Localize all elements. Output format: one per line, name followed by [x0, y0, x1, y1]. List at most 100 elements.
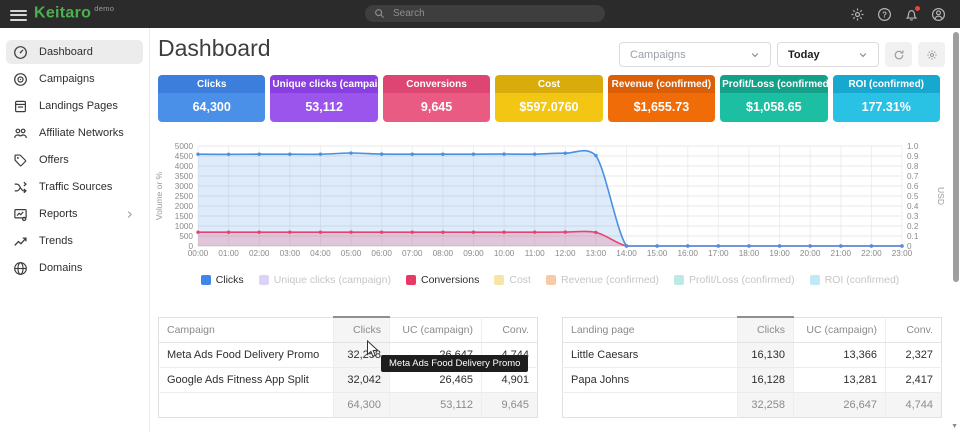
- row-name: Little Caesars: [563, 343, 738, 368]
- sidebar-item-trends[interactable]: Trends: [6, 229, 143, 253]
- tag-icon: [13, 153, 28, 168]
- stat-card-cost[interactable]: Cost$597.0760: [495, 75, 602, 122]
- svg-text:08:00: 08:00: [433, 249, 454, 258]
- svg-text:14:00: 14:00: [616, 249, 637, 258]
- account-icon[interactable]: [931, 7, 946, 22]
- report-icon: [13, 207, 28, 222]
- svg-text:15:00: 15:00: [647, 249, 668, 258]
- row-value: 13,366: [794, 343, 886, 368]
- svg-text:USD: USD: [936, 187, 946, 205]
- help-icon[interactable]: ?: [877, 7, 892, 22]
- svg-text:1.0: 1.0: [907, 142, 919, 151]
- scrollbar-down-arrow[interactable]: ▼: [951, 423, 958, 430]
- totals-row: 64,30053,1129,645: [159, 393, 538, 418]
- sidebar-item-landings-pages[interactable]: Landings Pages: [6, 94, 143, 118]
- traffic-chart: 0500100015002000250030003500400045005000…: [150, 136, 950, 264]
- svg-text:02:00: 02:00: [249, 249, 270, 258]
- stat-card-unique-clicks-campaign[interactable]: Unique clicks (campaign)53,112: [270, 75, 377, 122]
- legend-swatch: [494, 275, 504, 285]
- column-header-conv[interactable]: Conv.: [482, 317, 538, 343]
- sidebar-item-label: Reports: [39, 208, 78, 220]
- column-header-clicks[interactable]: Clicks: [334, 317, 390, 343]
- dashboard-settings-button[interactable]: [918, 42, 945, 67]
- svg-text:13:00: 13:00: [586, 249, 607, 258]
- svg-text:0.8: 0.8: [907, 162, 919, 171]
- svg-text:3500: 3500: [175, 172, 194, 181]
- svg-text:0.7: 0.7: [907, 172, 919, 181]
- total-value: [159, 393, 334, 418]
- legend-swatch: [406, 275, 416, 285]
- sidebar-item-label: Campaigns: [39, 73, 95, 85]
- column-header-uc-campaign[interactable]: UC (campaign): [390, 317, 482, 343]
- landing-pages-table: Landing pageClicksUC (campaign)Conv.Litt…: [562, 316, 942, 418]
- legend-item-roi-confirmed[interactable]: ROI (confirmed): [810, 274, 900, 286]
- keitaro-dashboard-screen: Keitarodemo ? Dashboard Campaigns Landings…: [0, 0, 960, 432]
- svg-text:?: ?: [882, 10, 887, 19]
- search-input[interactable]: [391, 7, 596, 20]
- row-value: 2,327: [886, 343, 942, 368]
- legend-item-conversions[interactable]: Conversions: [406, 274, 479, 286]
- scrollbar-thumb[interactable]: [953, 32, 959, 282]
- notifications-bell-icon[interactable]: [904, 7, 919, 22]
- table-row[interactable]: Little Caesars16,13013,3662,327: [563, 343, 942, 368]
- chevron-down-icon: [750, 50, 760, 60]
- legend-label: Clicks: [216, 274, 244, 286]
- stat-card-label: Conversions: [383, 75, 490, 93]
- svg-text:4000: 4000: [175, 162, 194, 171]
- date-range-select[interactable]: Today: [777, 42, 879, 67]
- svg-text:03:00: 03:00: [280, 249, 301, 258]
- stat-card-profit-loss-confirmed[interactable]: Profit/Loss (confirmed)$1,058.65: [720, 75, 827, 122]
- filter-controls: Campaigns Today: [619, 42, 945, 67]
- column-header-landing-page[interactable]: Landing page: [563, 317, 738, 343]
- total-value: 26,647: [794, 393, 886, 418]
- legend-item-unique-clicks-campaign[interactable]: Unique clicks (campaign): [259, 274, 391, 286]
- notification-dot: [915, 6, 920, 11]
- total-value: 53,112: [390, 393, 482, 418]
- svg-text:05:00: 05:00: [341, 249, 362, 258]
- legend-item-clicks[interactable]: Clicks: [201, 274, 244, 286]
- chevron-right-icon: [125, 210, 134, 219]
- sidebar-item-campaigns[interactable]: Campaigns: [6, 67, 143, 91]
- sidebar-item-domains[interactable]: Domains: [6, 256, 143, 280]
- sidebar-item-offers[interactable]: Offers: [6, 148, 143, 172]
- stat-card-roi-confirmed[interactable]: ROI (confirmed)177.31%: [833, 75, 940, 122]
- global-search[interactable]: [365, 5, 605, 22]
- sidebar-item-reports[interactable]: Reports: [6, 202, 143, 226]
- svg-text:06:00: 06:00: [371, 249, 392, 258]
- stat-card-revenue-confirmed[interactable]: Revenue (confirmed)$1,655.73: [608, 75, 715, 122]
- sidebar-item-traffic-sources[interactable]: Traffic Sources: [6, 175, 143, 199]
- row-name: Google Ads Fitness App Split: [159, 368, 334, 393]
- topbar: Keitarodemo ?: [0, 0, 960, 28]
- column-header-conv[interactable]: Conv.: [886, 317, 942, 343]
- sidebar-item-affiliate-networks[interactable]: Affiliate Networks: [6, 121, 143, 145]
- settings-gear-icon[interactable]: [850, 7, 865, 22]
- topbar-icons: ?: [850, 0, 946, 28]
- svg-text:0.6: 0.6: [907, 182, 919, 191]
- stat-card-conversions[interactable]: Conversions9,645: [383, 75, 490, 122]
- column-header-campaign[interactable]: Campaign: [159, 317, 334, 343]
- sidebar-item-label: Offers: [39, 154, 69, 166]
- row-value: 2,417: [886, 368, 942, 393]
- table-row[interactable]: Papa Johns16,12813,2812,417: [563, 368, 942, 393]
- stat-card-clicks[interactable]: Clicks64,300: [158, 75, 265, 122]
- row-tooltip: Meta Ads Food Delivery Promo: [381, 355, 528, 372]
- brand-name: Keitaro: [34, 4, 91, 21]
- svg-text:01:00: 01:00: [218, 249, 239, 258]
- legend-swatch: [259, 275, 269, 285]
- row-name: Meta Ads Food Delivery Promo: [159, 343, 334, 368]
- legend-item-revenue-confirmed[interactable]: Revenue (confirmed): [546, 274, 659, 286]
- legend-swatch: [810, 275, 820, 285]
- svg-text:09:00: 09:00: [463, 249, 484, 258]
- legend-item-profit-loss-confirmed[interactable]: Profit/Loss (confirmed): [674, 274, 795, 286]
- svg-text:2000: 2000: [175, 202, 194, 211]
- menu-toggle-icon[interactable]: [10, 7, 27, 21]
- refresh-button[interactable]: [885, 42, 912, 67]
- legend-item-cost[interactable]: Cost: [494, 274, 531, 286]
- sidebar-item-dashboard[interactable]: Dashboard: [6, 40, 143, 64]
- column-header-uc-campaign[interactable]: UC (campaign): [794, 317, 886, 343]
- campaigns-filter-select[interactable]: Campaigns: [619, 42, 771, 67]
- legend-label: Conversions: [421, 274, 479, 286]
- date-range-value: Today: [788, 49, 820, 61]
- column-header-clicks[interactable]: Clicks: [738, 317, 794, 343]
- brand-logo[interactable]: Keitarodemo: [34, 4, 114, 22]
